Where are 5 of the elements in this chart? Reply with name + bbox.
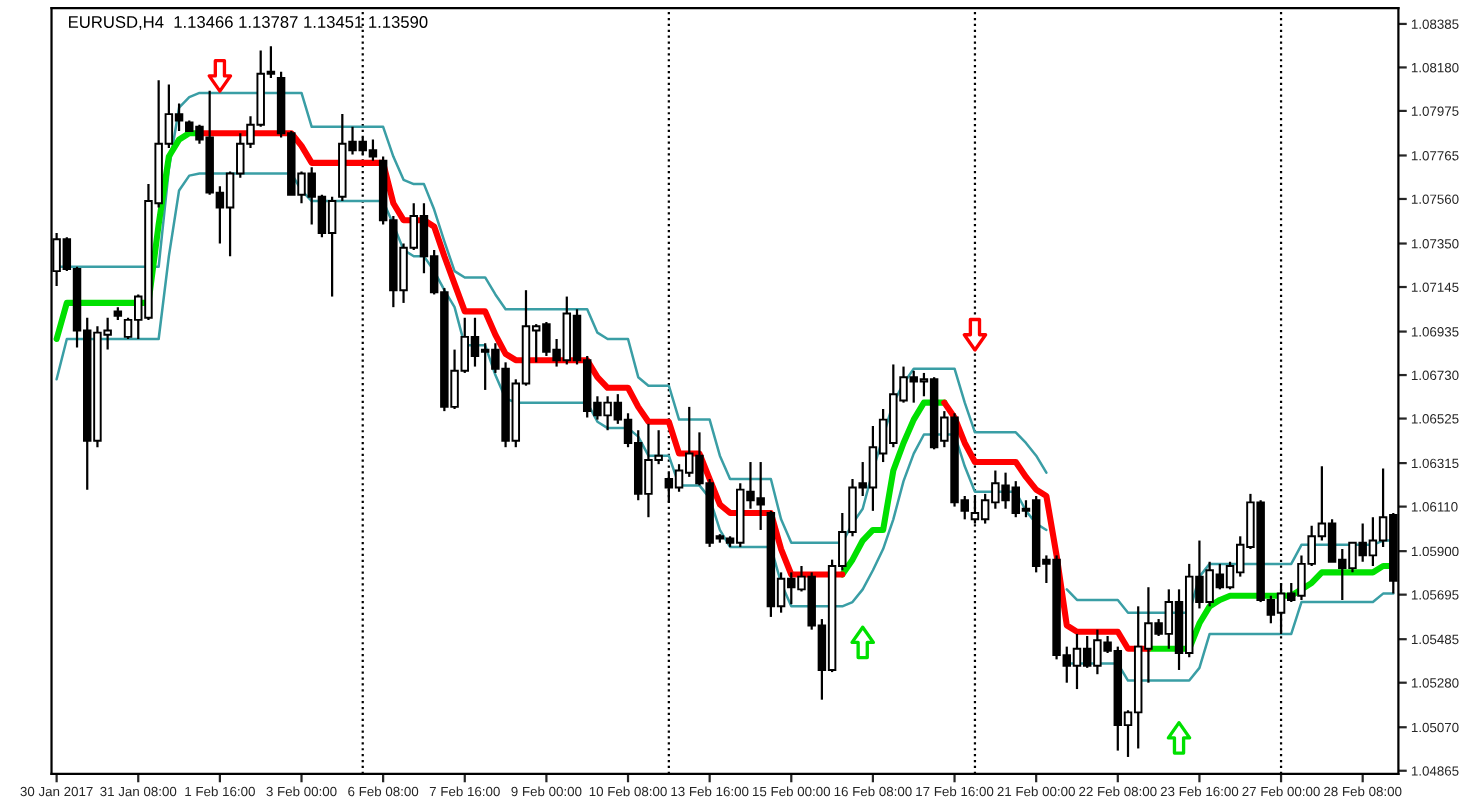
point [1166,720,1192,755]
annotation: EURUSD,H4 1.13466 1.13787 1.13451 1.13590 [69,16,428,30]
point [850,625,876,660]
point [207,59,233,93]
point [962,317,988,352]
